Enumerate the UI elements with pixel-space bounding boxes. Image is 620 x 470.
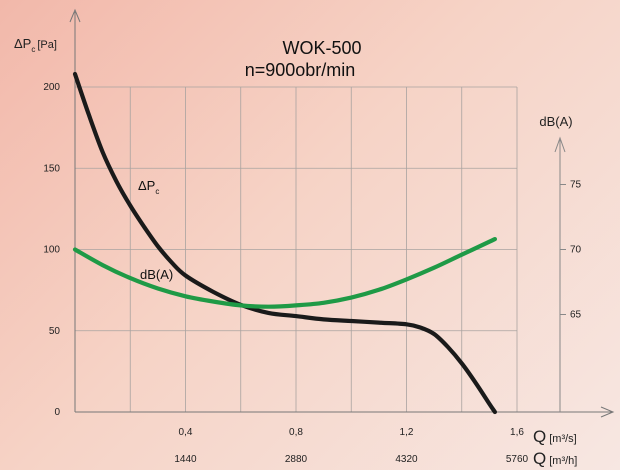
series-label-dpc: ΔPc — [138, 178, 159, 196]
y-axis-right-arrow — [554, 136, 566, 153]
x-axis-label-secondary: Q [m³/h] — [533, 449, 577, 468]
x-axis-primary-unit: [m³/s] — [549, 433, 577, 445]
x-tick-label-secondary: 1440 — [174, 454, 197, 465]
y-right-tick-label: 65 — [570, 310, 582, 321]
y-left-tick-label: 200 — [43, 82, 60, 93]
x-tick-label-primary: 0,4 — [179, 427, 193, 438]
tick-labels: 0 50 100 150 200 65 70 75 0,4 1440 0,8 2880 1,2 4320 1… — [43, 82, 581, 465]
y-left-label-sub: c — [31, 45, 35, 54]
y-left-label-unit: [Pa] — [37, 39, 57, 51]
y-left-tick-label: 150 — [43, 163, 60, 174]
x-tick-label-secondary: 2880 — [285, 454, 308, 465]
chart-title: WOK-500 — [282, 38, 361, 58]
y-right-axis-label: dB(A) — [539, 114, 572, 129]
series-group — [72, 71, 497, 415]
x-tick-label-primary: 1,2 — [400, 427, 414, 438]
y-left-tick-label: 0 — [54, 407, 60, 418]
series-label-dpc-sub: c — [155, 187, 159, 196]
y-left-tick-label: 100 — [43, 245, 60, 256]
chart-subtitle: n=900obr/min — [245, 60, 356, 80]
x-axis-arrow — [600, 406, 615, 418]
y-left-label-main: ΔP — [14, 36, 31, 51]
x-axis-secondary-symbol: Q — [533, 449, 546, 468]
x-tick-label-secondary: 5760 — [506, 454, 529, 465]
y-right-tick-label: 75 — [570, 180, 582, 191]
series-line-dba — [72, 237, 497, 309]
x-axis-label-primary: Q [m³/s] — [533, 427, 577, 446]
y-right-tick-label: 70 — [570, 245, 582, 256]
series-label-dba: dB(A) — [140, 267, 173, 282]
grid — [75, 86, 518, 413]
x-tick-label-primary: 0,8 — [289, 427, 303, 438]
y-left-axis-label: ΔPc [Pa] — [14, 36, 57, 54]
series-label-dpc-main: ΔP — [138, 178, 155, 193]
series-line-dpc — [72, 71, 497, 415]
x-axis-primary-symbol: Q — [533, 427, 546, 446]
y-axis-left-arrow — [69, 8, 81, 23]
y-left-tick-label: 50 — [49, 326, 61, 337]
x-axis-secondary-unit: [m³/h] — [549, 455, 577, 467]
x-tick-label-primary: 1,6 — [510, 427, 524, 438]
x-tick-label-secondary: 4320 — [395, 454, 418, 465]
